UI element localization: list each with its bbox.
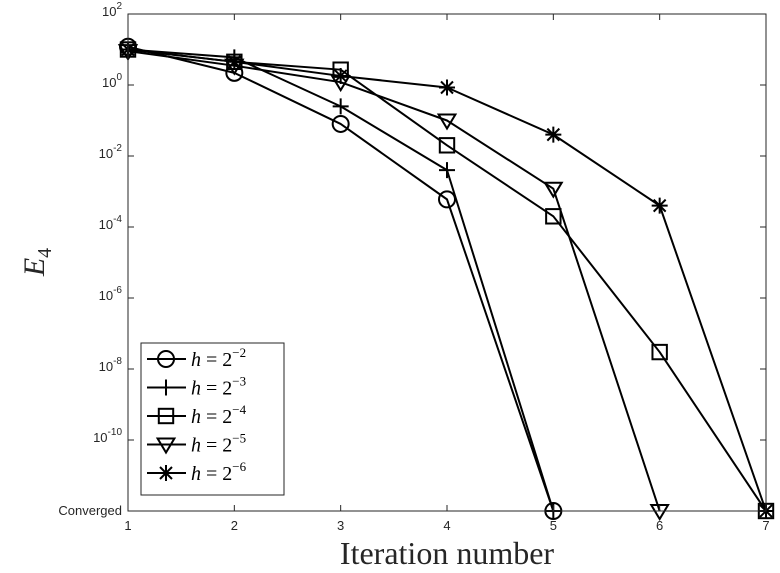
marker-plus — [439, 162, 455, 179]
x-tick-label: 2 — [231, 518, 238, 533]
legend-label: h = 2−2 — [191, 345, 246, 371]
y-tick-label: 10-10 — [93, 427, 122, 445]
y-tick-label: 10-2 — [99, 143, 123, 161]
x-tick-label: 1 — [124, 518, 131, 533]
series-layer — [117, 37, 775, 521]
ticks-layer: 1 2 3 4 5 6 7 102 100 10-2 10-4 10-6 10-8 10-10 Conver… — [58, 1, 769, 533]
marker-circle — [157, 350, 175, 368]
y-tick-label: 10-8 — [99, 356, 123, 374]
y-tick-label: 102 — [102, 1, 122, 19]
marker-plus — [158, 379, 174, 396]
legend-box — [140, 342, 285, 496]
legend: h = 2−2 h = 2−3h = 2−4 h = 2−5h = 2−6 — [140, 342, 285, 496]
legend-item: h = 2−2 — [147, 345, 246, 371]
legend-label: h = 2−4 — [191, 402, 247, 428]
x-tick-label: 3 — [337, 518, 344, 533]
x-tick-label: 5 — [550, 518, 557, 533]
y-axis-title-symbol: E — [18, 258, 51, 277]
svg-text:E4: E4 — [18, 248, 56, 277]
marker-square — [157, 407, 175, 425]
legend-item: h = 2−6 — [147, 459, 247, 485]
x-tick-label: 6 — [656, 518, 663, 533]
legend-item: h = 2−5 — [147, 431, 246, 457]
marker-asterisk — [158, 465, 174, 481]
series-line — [127, 45, 555, 512]
marker-square — [438, 137, 456, 154]
marker-asterisk — [545, 126, 562, 143]
marker-square — [651, 343, 668, 361]
y-axis-title: E4 — [18, 248, 56, 277]
y-tick-label: 10-6 — [99, 285, 123, 303]
x-tick-label: 7 — [762, 518, 769, 533]
marker-triangle-down — [543, 181, 564, 199]
y-tick-label: 10-4 — [99, 214, 123, 232]
x-axis-title: Iteration number — [340, 535, 554, 571]
marker-plus — [332, 98, 349, 115]
x-tick-label: 4 — [443, 518, 450, 533]
marker-asterisk — [226, 53, 243, 70]
marker-circle — [438, 190, 456, 209]
marker-square — [545, 208, 562, 225]
y-axis-title-subscript: 4 — [34, 248, 56, 258]
legend-label: h = 2−6 — [191, 459, 247, 485]
y-tick-label-converged: Converged — [58, 503, 122, 518]
y-tick-label: 100 — [102, 72, 122, 90]
legend-item: h = 2−4 — [147, 402, 247, 428]
series-line — [127, 50, 661, 512]
marker-triangle-down — [436, 113, 458, 131]
marker-triangle-down — [155, 437, 177, 455]
legend-label: h = 2−3 — [191, 374, 246, 400]
marker-asterisk — [439, 79, 455, 96]
legend-item: h = 2−3 — [147, 374, 246, 400]
marker-asterisk — [332, 67, 349, 84]
marker-asterisk — [651, 197, 668, 214]
legend-label: h = 2−5 — [191, 431, 246, 457]
marker-circle — [331, 114, 350, 133]
